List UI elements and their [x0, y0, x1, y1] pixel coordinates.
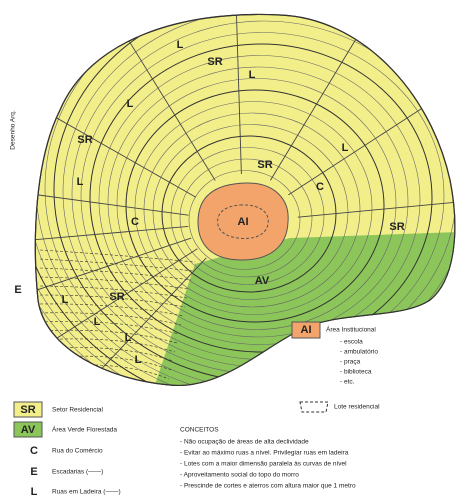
map-label: L	[342, 142, 349, 154]
institutional-legend: AI Área Institucional - escola - ambulat…	[292, 322, 380, 412]
map-label: L	[127, 98, 134, 110]
legend-label: Ruas em Ladeira (——)	[52, 489, 121, 496]
map-label: SR	[77, 134, 92, 146]
concept: - Aproveitamento social do topo do morro	[180, 472, 299, 479]
map-label: AI	[238, 216, 249, 228]
lot-icon	[300, 402, 328, 412]
legend-item: - ambulatório	[340, 349, 378, 356]
map-label: C	[131, 216, 139, 228]
page: Desenho Arq. L SR L L SR L SR C L C AI S…	[0, 0, 457, 501]
concept: - Prescinde de cortes e aterros com altu…	[180, 483, 356, 490]
map-label: SR	[207, 56, 222, 68]
legend-code: E	[30, 466, 37, 478]
map-label: AV	[255, 275, 270, 287]
map-label: SR	[109, 291, 124, 303]
map-label: L	[177, 39, 184, 51]
map-label: L	[249, 69, 256, 81]
concepts-title: CONCEITOS	[180, 427, 219, 434]
concept: - Lotes com a maior dimensão paralela às…	[180, 461, 347, 468]
map-label: SR	[389, 221, 404, 233]
legend-code: AV	[21, 424, 36, 436]
legend-code: C	[30, 445, 38, 457]
legend-label: Setor Residencial	[52, 407, 103, 414]
legend-code: SR	[20, 404, 35, 416]
legend-item: - biblioteca	[340, 369, 372, 376]
map-label: L	[125, 332, 132, 344]
concept: - Não ocupação de áreas de alta declivid…	[180, 439, 309, 446]
legend-item: - etc.	[340, 379, 355, 386]
legend-label: Rua do Comércio	[52, 448, 103, 455]
map-label: L	[77, 176, 84, 188]
concept: - Evitar ao máximo ruas a nível. Privile…	[180, 450, 349, 457]
legend-item: - praça	[340, 359, 361, 366]
legend-label: Lote residencial	[334, 404, 380, 411]
map-label: L	[94, 316, 101, 328]
legend-label: Área Verde Florestada	[52, 425, 117, 434]
legend-code: L	[31, 486, 38, 498]
legend-label: Escadarias (——)	[52, 469, 103, 476]
map-label: E	[14, 284, 21, 296]
map-label: SR	[257, 159, 272, 171]
side-note: Desenho Arq.	[10, 110, 17, 150]
legend-code: AI	[301, 324, 312, 336]
map	[0, 0, 457, 431]
legend-item: - escola	[340, 339, 363, 346]
legend-label: Área Institucional	[326, 325, 376, 334]
legend: SR Setor Residencial AV Área Verde Flore…	[14, 402, 121, 498]
map-label: L	[62, 294, 69, 306]
map-label: L	[135, 354, 142, 366]
concepts: CONCEITOS - Não ocupação de áreas de alt…	[180, 427, 356, 490]
map-label: C	[316, 181, 324, 193]
